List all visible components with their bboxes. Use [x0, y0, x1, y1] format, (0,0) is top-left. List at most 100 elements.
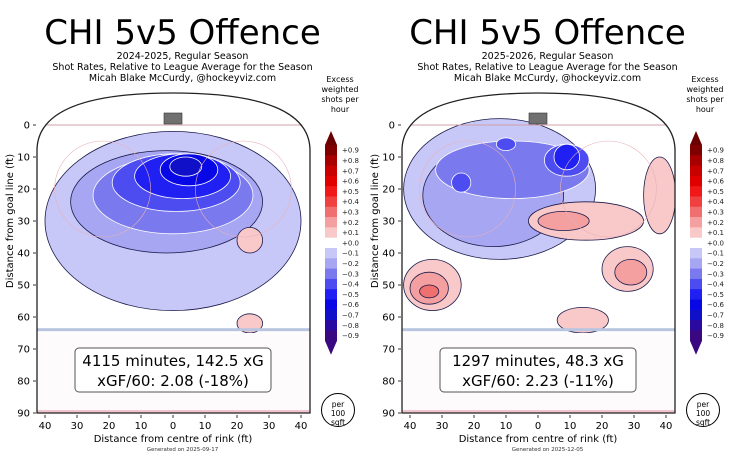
colorbar-segment — [325, 206, 337, 218]
colorbar-segment — [325, 186, 337, 197]
centre-red-line — [37, 410, 310, 413]
unit-badge-line1: per — [696, 400, 710, 409]
x-tick-label: 20 — [231, 421, 244, 432]
colorbar-tick-label: −0.9 — [707, 332, 724, 340]
x-tick-label: 10 — [135, 421, 148, 432]
x-tick-label: 20 — [103, 421, 116, 432]
unit-badge-line3: sqft — [330, 418, 346, 427]
colorbar-segment — [325, 237, 337, 249]
colorbar-segment — [325, 320, 337, 331]
y-axis-label: Distance from goal line (ft) — [5, 154, 16, 288]
colorbar-segment — [325, 227, 337, 239]
colorbar-tick-label: −0.8 — [342, 322, 359, 330]
colorbar-segment — [325, 330, 337, 342]
y-tick-label: 80 — [382, 377, 395, 388]
heatmap-layer — [37, 124, 310, 413]
x-tick-label: 0 — [535, 421, 541, 432]
colorbar-tick-label: +0.5 — [342, 188, 359, 196]
goal-net — [163, 112, 183, 125]
y-axis-label: Distance from goal line (ft) — [370, 154, 381, 288]
y-tick-label: 20 — [17, 185, 30, 196]
colorbar-tick-label: +0.7 — [707, 167, 724, 175]
y-tick-label: 10 — [17, 153, 30, 164]
colorbar-tick-label: +0.6 — [342, 178, 360, 186]
x-tick-label: 40 — [39, 421, 52, 432]
unit-badge: per 100 sqft — [686, 393, 720, 427]
colorbar-tick-label: +0.8 — [707, 157, 724, 165]
colorbar-tick-label: +0.3 — [707, 208, 724, 216]
y-tick-label: 30 — [382, 217, 395, 228]
y-tick-label: 50 — [17, 281, 30, 292]
faceoff-circle — [195, 140, 292, 238]
colorbar-tick-label: −0.6 — [707, 301, 725, 309]
rink-boards — [36, 92, 311, 414]
contour-region — [643, 156, 675, 235]
x-tick-label: 20 — [596, 421, 609, 432]
unit-badge-line2: 100 — [330, 409, 346, 418]
colorbar-segment — [325, 196, 337, 208]
colorbar-extend-top — [325, 131, 337, 145]
colorbar-tick-label: −0.3 — [707, 270, 724, 278]
colorbar-title: Excess weighted shots per hour — [686, 75, 724, 114]
goal-net — [528, 112, 548, 125]
colorbar-tick-label: −0.1 — [707, 250, 724, 258]
colorbar-tick-label: −0.3 — [342, 270, 359, 278]
colorbar-tick-label: −0.4 — [707, 281, 725, 289]
colorbar-tick-label: +0.1 — [342, 229, 359, 237]
colorbar-segment — [690, 299, 702, 311]
chart-subtitle-author: Micah Blake McCurdy, @hockeyviz.com — [88, 73, 277, 84]
colorbar-segment — [325, 145, 337, 156]
colorbar-segment — [325, 309, 337, 321]
colorbar-tick-label: +0.9 — [342, 147, 359, 155]
colorbar-segment — [690, 309, 702, 321]
chart-panel-2024-2025: CHI 5v5 Offence 2024-2025, Regular Seaso… — [5, 14, 360, 453]
summary-line: xGF/60: 2.23 (-11%) — [462, 372, 614, 390]
y-tick-label: 70 — [382, 345, 395, 356]
colorbar-tick-label: −0.1 — [342, 250, 359, 258]
colorbar-tick-label: +0.3 — [342, 208, 359, 216]
colorbar-segment — [690, 227, 702, 239]
colorbar-segment — [325, 175, 337, 187]
colorbar-extend-top — [690, 131, 702, 145]
y-tick-label: 70 — [17, 345, 30, 356]
y-tick-label: 60 — [382, 313, 395, 324]
y-tick-label: 40 — [382, 249, 395, 260]
colorbar-tick-label: +0.8 — [342, 157, 359, 165]
colorbar-tick-label: −0.2 — [342, 260, 359, 268]
chart-subtitle-description: Shot Rates, Relative to League Average f… — [417, 62, 678, 73]
colorbar-segment — [325, 248, 337, 259]
contour-region — [537, 210, 590, 231]
colorbar-segment — [690, 258, 702, 270]
colorbar-tick-label: −0.2 — [707, 260, 724, 268]
colorbar-tick-label: −0.6 — [342, 301, 360, 309]
chart-subtitle-season: 2024-2025, Regular Season — [116, 51, 249, 62]
colorbar-segment — [690, 278, 702, 290]
chart-title: CHI 5v5 Offence — [409, 13, 686, 53]
colorbar-title: Excess weighted shots per hour — [321, 75, 359, 114]
y-tick-label: 20 — [382, 185, 395, 196]
colorbar-tick-label: +0.0 — [707, 239, 724, 247]
colorbar-tick-label: −0.7 — [342, 311, 359, 319]
y-tick-label: 90 — [17, 409, 30, 420]
colorbar-segment — [690, 145, 702, 156]
colorbar-tick-label: −0.9 — [342, 332, 359, 340]
x-tick-label: 40 — [295, 421, 308, 432]
x-tick-label: 40 — [660, 421, 673, 432]
summary-box — [74, 347, 272, 393]
x-tick-label: 40 — [404, 421, 417, 432]
colorbar-tick-label: +0.6 — [707, 178, 725, 186]
colorbar-segment — [690, 196, 702, 208]
colorbar-segment — [325, 278, 337, 290]
centre-red-line — [402, 410, 675, 413]
colorbar-tick-label: −0.7 — [707, 311, 724, 319]
colorbar-segment — [690, 268, 702, 280]
x-axis-label: Distance from centre of rink (ft) — [94, 434, 253, 445]
colorbar-tick-label: +0.4 — [707, 198, 725, 206]
summary-line: xGF/60: 2.08 (-18%) — [97, 372, 249, 390]
colorbar-tick-label: −0.4 — [342, 281, 360, 289]
colorbar-tick-label: +0.4 — [342, 198, 360, 206]
colorbar-segment — [325, 258, 337, 270]
summary-line: 4115 minutes, 142.5 xG — [82, 352, 263, 370]
y-tick-label: 10 — [382, 153, 395, 164]
x-tick-label: 20 — [468, 421, 481, 432]
